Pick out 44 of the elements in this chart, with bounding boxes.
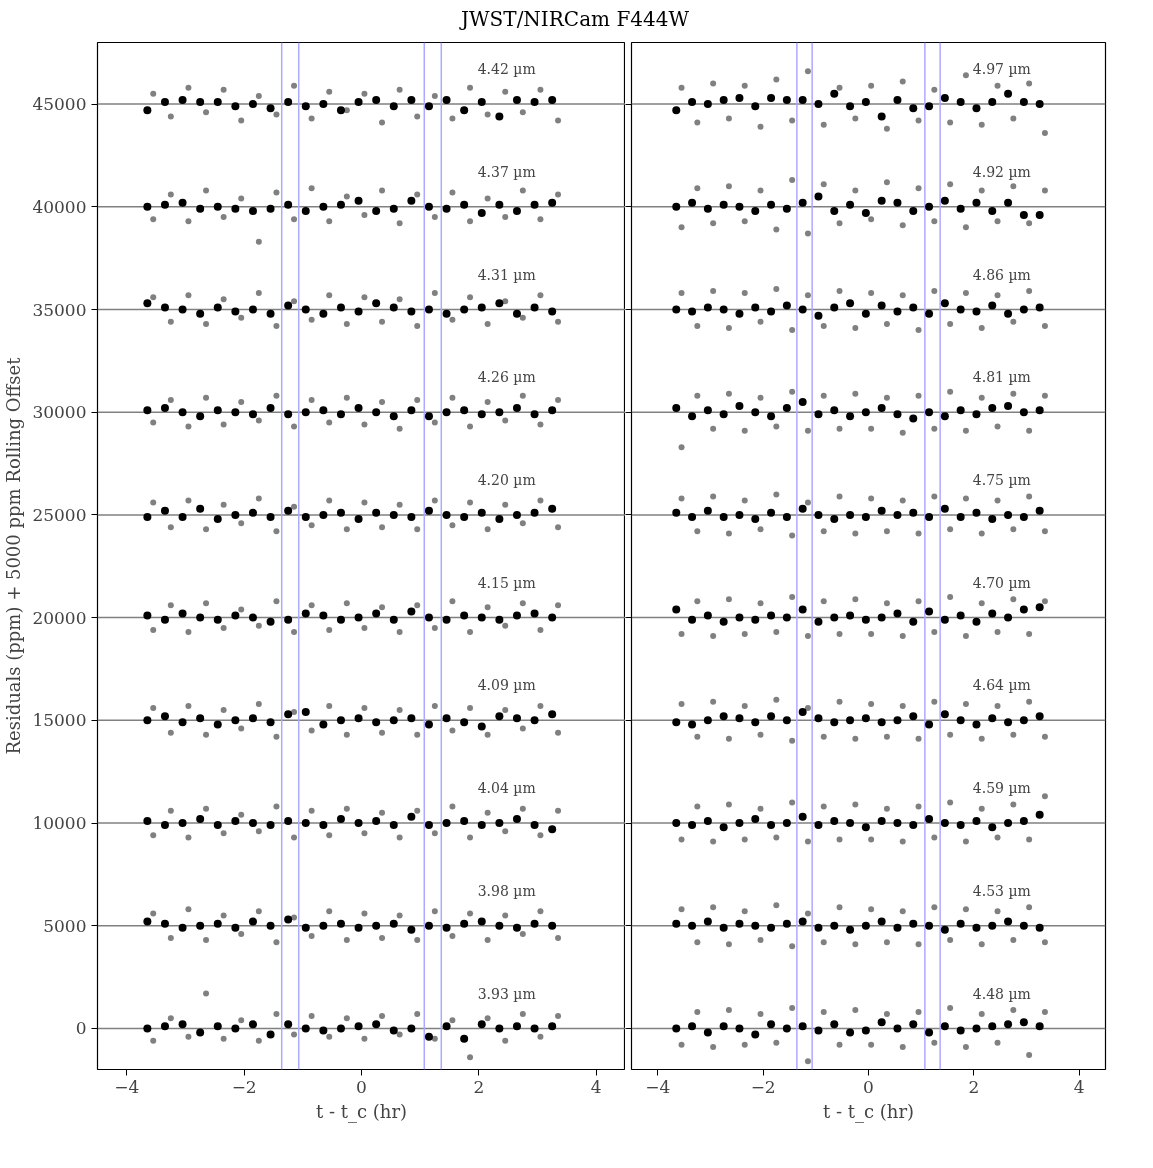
x-tick-label: 0 [863, 1076, 874, 1097]
x-tick-label: 2 [473, 1076, 485, 1097]
annotation: 4.26 µm [477, 369, 536, 386]
annotation: 4.15 µm [477, 574, 536, 591]
x-tick-label: −2 [750, 1076, 776, 1097]
y-tick-label: 25000 [32, 504, 87, 525]
x-tick-label: 0 [356, 1076, 367, 1097]
x-axis-title: t - t_c (hr) [315, 1100, 408, 1123]
annotation: 4.37 µm [477, 163, 536, 180]
annotation: 4.48 µm [972, 985, 1031, 1002]
annotation: 4.97 µm [972, 61, 1031, 78]
y-tick-label: 45000 [32, 94, 87, 115]
annotation: 4.53 µm [972, 882, 1031, 899]
y-tick-label: 30000 [32, 402, 87, 423]
x-tick-label: 4 [1073, 1076, 1085, 1097]
y-tick-label: 10000 [32, 813, 87, 834]
y-axis-title: Residuals (ppm) + 5000 ppm Rolling Offset [3, 356, 25, 755]
y-tick-label: 15000 [32, 710, 87, 731]
x-tick-label: 2 [968, 1076, 980, 1097]
annotation: 4.86 µm [972, 266, 1031, 283]
y-tick-label: 35000 [32, 299, 87, 320]
annotation: 4.20 µm [477, 472, 536, 488]
annotation: 4.64 µm [972, 677, 1031, 694]
annotation: 4.92 µm [972, 163, 1031, 180]
x-tick-label: 4 [590, 1076, 602, 1097]
x-tick-label: −4 [114, 1076, 140, 1097]
x-axis-title: t - t_c (hr) [822, 1100, 915, 1123]
annotation: 4.04 µm [477, 780, 536, 797]
annotation: 4.75 µm [972, 472, 1031, 488]
y-tick-label: 5000 [43, 915, 87, 936]
x-tick-label: −2 [231, 1076, 257, 1097]
y-tick-label: 40000 [32, 196, 87, 217]
annotation: 4.70 µm [972, 574, 1031, 591]
y-tick-label: 20000 [32, 607, 87, 628]
annotation: 4.81 µm [972, 369, 1031, 386]
chart-title: JWST/NIRCam F444W [461, 6, 689, 33]
annotation: 3.98 µm [477, 882, 536, 899]
x-tick-label: −4 [645, 1076, 671, 1097]
y-tick-label: 0 [75, 1018, 87, 1039]
annotation: 4.42 µm [477, 61, 536, 78]
annotation: 4.09 µm [477, 677, 536, 694]
annotation: 4.59 µm [972, 780, 1031, 797]
annotation: 3.93 µm [477, 985, 536, 1002]
annotation: 4.31 µm [477, 266, 536, 283]
